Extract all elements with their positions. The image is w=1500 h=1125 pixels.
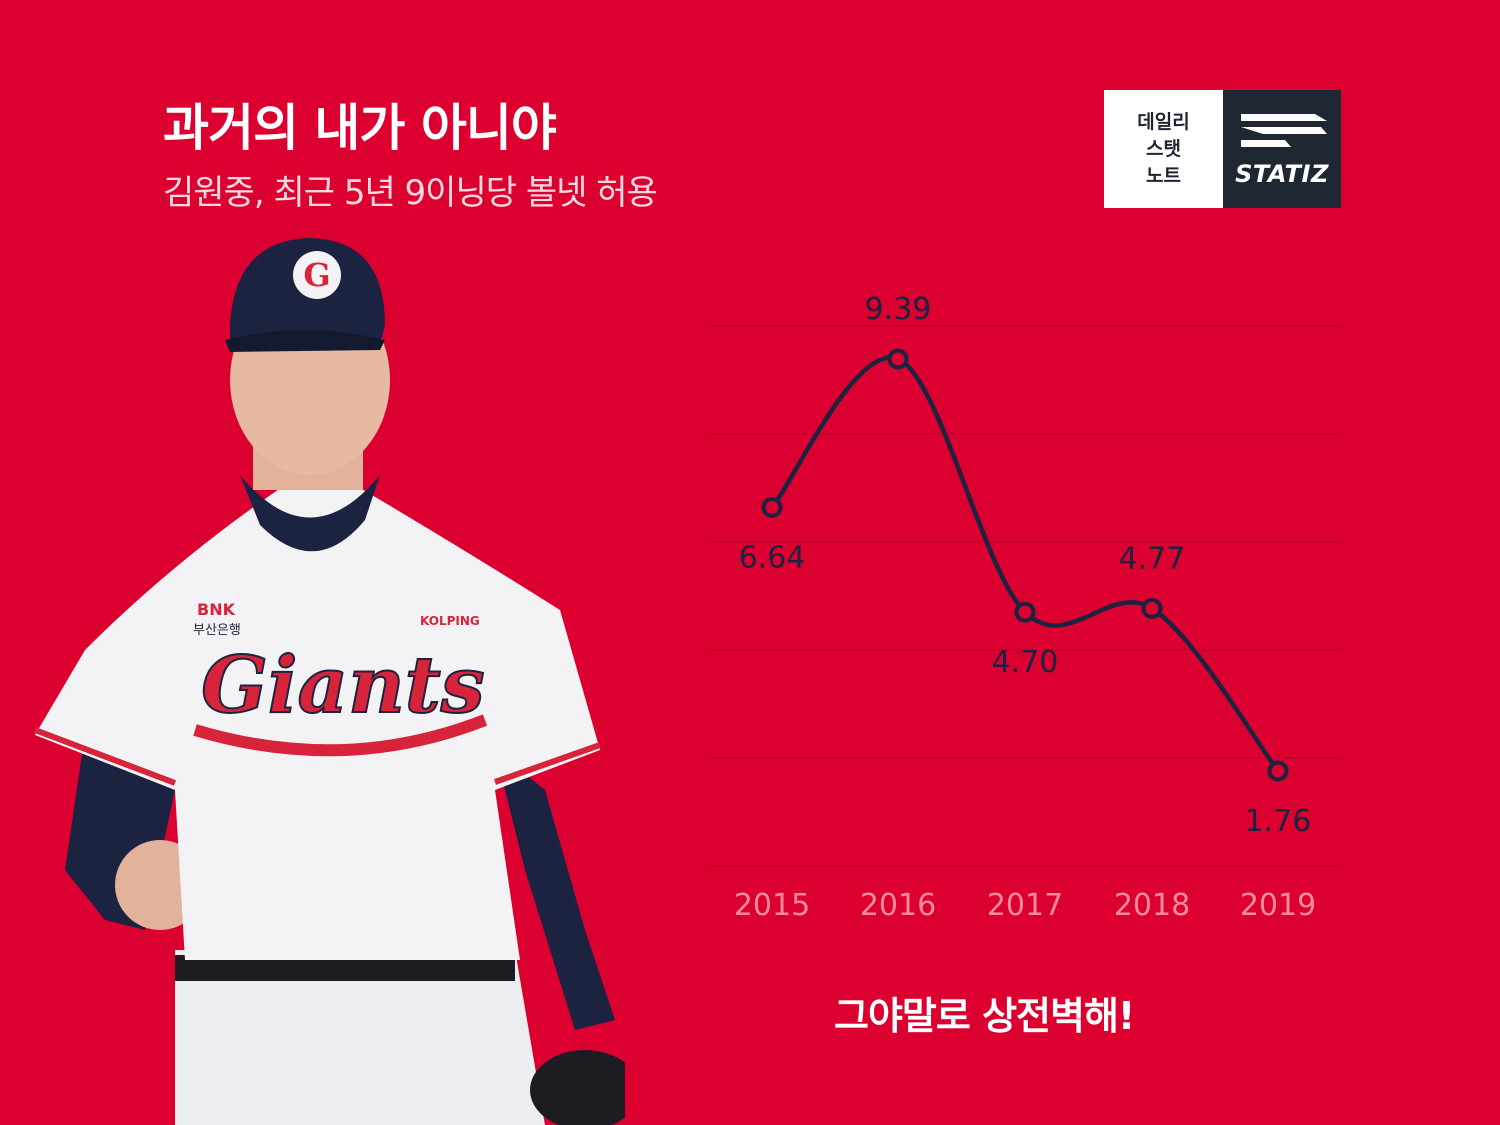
chart-title: 과거의 내가 아니야 — [163, 99, 557, 157]
data-point — [761, 496, 783, 518]
statiz-logo: 데일리 스탯 노트 STATIZ — [1104, 90, 1341, 208]
sponsor-patch-2: KOLPING — [420, 614, 480, 628]
data-label: 1.76 — [1245, 804, 1312, 839]
footer-tagline: 그야말로 상전벽해! — [834, 994, 1135, 1038]
logo-line-1: 데일리 — [1137, 110, 1190, 133]
sponsor-patch-1-sub: 부산은행 — [193, 622, 241, 638]
logo-line-2: 스탯 — [1146, 137, 1181, 160]
x-tick-label: 2016 — [860, 888, 936, 923]
statiz-mark-icon — [1241, 114, 1327, 147]
logo-label-box: 데일리 스탯 노트 — [1104, 90, 1223, 208]
data-point — [1014, 601, 1036, 623]
statiz-wordmark: STATIZ — [1235, 160, 1329, 188]
jersey-wordmark: Giants — [201, 640, 484, 731]
series-line — [770, 355, 1280, 773]
x-tick-label: 2017 — [987, 888, 1063, 923]
logo-brand-box: STATIZ — [1223, 90, 1341, 208]
data-point — [1267, 760, 1289, 782]
data-label: 6.64 — [739, 540, 806, 575]
x-tick-label: 2019 — [1240, 888, 1316, 923]
data-point — [887, 348, 909, 370]
data-point — [1141, 597, 1163, 619]
chart-subtitle: 김원중, 최근 5년 9이닝당 볼넷 허용 — [163, 173, 658, 213]
cap-logo: G — [303, 256, 330, 294]
sponsor-patch-1: BNK — [197, 600, 236, 619]
x-tick-label: 2015 — [734, 888, 810, 923]
data-label: 4.77 — [1119, 541, 1186, 576]
data-label: 9.39 — [865, 292, 932, 327]
data-label: 4.70 — [992, 645, 1059, 680]
x-tick-label: 2018 — [1114, 888, 1190, 923]
logo-line-3: 노트 — [1146, 164, 1181, 187]
player-photo: G Giants BNK 부산은행 KOLPING — [33, 238, 625, 1125]
